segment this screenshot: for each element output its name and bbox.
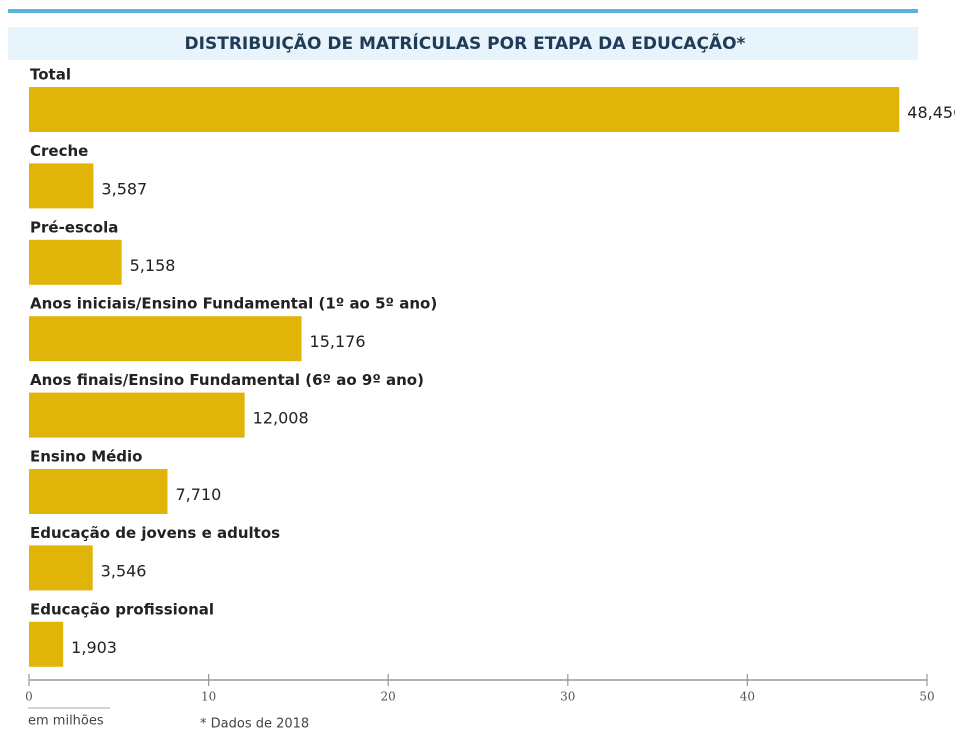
category-label: Creche bbox=[30, 142, 88, 160]
category-label: Educação profissional bbox=[30, 600, 214, 618]
value-label: 5,158 bbox=[130, 256, 176, 275]
bar bbox=[29, 392, 245, 438]
value-label: 48,456 bbox=[907, 103, 955, 122]
axis-label: em milhões bbox=[28, 714, 104, 729]
top-rule bbox=[8, 9, 918, 13]
x-tick-label: 40 bbox=[740, 690, 755, 704]
value-label: 7,710 bbox=[175, 485, 221, 504]
category-label: Anos iniciais/Ensino Fundamental (1º ao … bbox=[30, 295, 437, 313]
bar bbox=[29, 621, 64, 667]
bar bbox=[29, 316, 302, 362]
value-label: 3,587 bbox=[101, 179, 147, 198]
title-band bbox=[8, 27, 918, 60]
bar bbox=[29, 469, 168, 514]
note: * Dados de 2018 bbox=[200, 717, 309, 732]
bar bbox=[29, 545, 93, 591]
category-label: Educação de jovens e adultos bbox=[30, 524, 280, 542]
category-label: Pré-escola bbox=[30, 218, 118, 236]
category-label: Anos finais/Ensino Fundamental (6º ao 9º… bbox=[30, 371, 424, 389]
value-label: 12,008 bbox=[253, 409, 309, 428]
x-tick-label: 20 bbox=[381, 690, 396, 704]
x-tick-label: 0 bbox=[25, 690, 33, 704]
bar bbox=[29, 239, 122, 285]
value-label: 3,546 bbox=[101, 561, 147, 580]
x-tick-label: 30 bbox=[560, 690, 575, 704]
value-label: 1,903 bbox=[71, 638, 117, 657]
x-tick-label: 10 bbox=[201, 690, 216, 704]
category-label: Ensino Médio bbox=[30, 448, 143, 466]
x-tick-label: 50 bbox=[919, 690, 934, 704]
category-label: Total bbox=[30, 66, 71, 84]
value-label: 15,176 bbox=[310, 332, 366, 351]
chart-title: DISTRIBUIÇÃO DE MATRÍCULAS POR ETAPA DA … bbox=[185, 31, 746, 54]
bar bbox=[29, 163, 94, 209]
bar bbox=[29, 87, 900, 132]
